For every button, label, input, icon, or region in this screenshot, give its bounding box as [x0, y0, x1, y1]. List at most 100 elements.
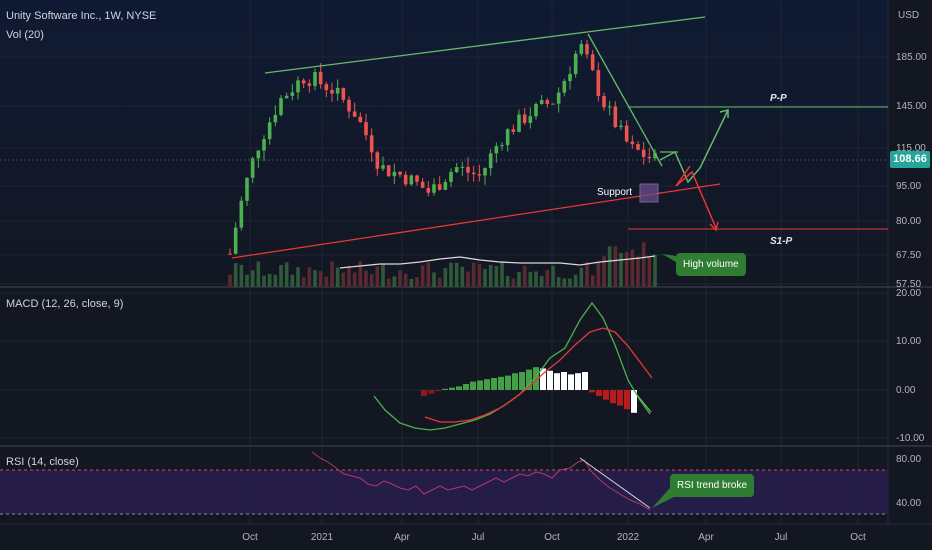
- macd-hist-bar: [428, 390, 434, 394]
- rsi-trendline: [579, 457, 651, 509]
- candle-body: [556, 92, 561, 104]
- candle-body: [454, 167, 459, 173]
- volume-bar: [228, 274, 232, 287]
- candle-body: [517, 114, 521, 132]
- rsi-trend-callout: RSI trend broke: [670, 474, 755, 497]
- macd-tick: 10.00: [896, 336, 921, 347]
- candle-body: [562, 81, 567, 93]
- rsi-tick: 40.00: [896, 498, 921, 509]
- candle-body: [296, 80, 300, 93]
- time-tick: Apr: [698, 532, 714, 543]
- macd-histogram: [421, 367, 637, 413]
- macd-label: MACD (12, 26, close, 9): [6, 298, 124, 310]
- volume-bar: [585, 261, 589, 287]
- macd-tick: -10.00: [896, 433, 925, 444]
- candle-body: [420, 181, 425, 188]
- candle-body: [398, 171, 402, 175]
- volume-bar: [556, 277, 561, 287]
- bull-projection: [659, 109, 729, 184]
- candle-body: [534, 104, 538, 117]
- price-tick: 95.00: [896, 181, 921, 192]
- volume-bar: [528, 271, 533, 287]
- currency-label[interactable]: USD: [898, 10, 920, 21]
- candle-body: [500, 145, 504, 147]
- macd-hist-bar: [491, 378, 497, 390]
- candle-body: [250, 158, 255, 178]
- candle-body: [364, 122, 368, 136]
- price-tick: 57.50: [896, 279, 921, 290]
- volume-bar: [596, 261, 601, 287]
- candle-body: [307, 83, 312, 86]
- candle-body: [653, 152, 657, 159]
- rsi-band: [0, 470, 888, 514]
- volume-bar: [364, 270, 368, 287]
- bear-arrowhead: [709, 221, 719, 232]
- macd-hist-bar: [547, 370, 553, 390]
- volume-bar: [500, 261, 504, 287]
- support-box: [639, 183, 659, 203]
- candles: [228, 40, 657, 255]
- volume-ma-line: [339, 255, 656, 269]
- time-tick: Oct: [544, 532, 560, 543]
- candle-body: [511, 129, 516, 132]
- macd-hist-bar: [421, 390, 427, 396]
- candle-body: [290, 92, 295, 96]
- candle-body: [483, 168, 487, 176]
- volume-bar: [290, 274, 295, 287]
- volume-bar: [551, 265, 555, 287]
- macd-hist-bar: [498, 376, 504, 390]
- volume-bar: [511, 278, 516, 287]
- volume-bar: [267, 273, 272, 287]
- candle-body: [335, 87, 340, 94]
- volume-bar: [505, 275, 510, 287]
- time-tick: Oct: [242, 532, 258, 543]
- candle-body: [409, 175, 414, 185]
- volume-bar: [313, 270, 317, 287]
- candle-body: [466, 166, 470, 173]
- descending-line: [587, 33, 663, 167]
- volume-bar: [381, 264, 385, 287]
- macd-hist-bar: [575, 373, 581, 390]
- macd-hist-bar: [470, 381, 476, 390]
- lower-trendline: [231, 183, 721, 259]
- volume-bar: [568, 278, 572, 287]
- candle-body: [624, 125, 629, 142]
- candle-body: [590, 54, 595, 71]
- volume-bar: [579, 267, 584, 287]
- volume-bar: [454, 262, 459, 287]
- volume-bar: [432, 272, 436, 287]
- candle-body: [432, 184, 436, 193]
- macd-hist-bar: [449, 387, 455, 390]
- volume-bar: [437, 277, 442, 287]
- bull-arrowhead: [719, 109, 729, 118]
- candle-body: [630, 141, 635, 145]
- macd-hist-bar: [589, 390, 595, 393]
- candle-body: [596, 70, 601, 97]
- volume-bar: [392, 276, 397, 287]
- time-tick: 2021: [311, 532, 334, 543]
- volume-bar: [494, 266, 499, 287]
- volume-bar: [369, 274, 374, 287]
- last-price-badge: 108.66: [890, 151, 930, 168]
- high-volume-callout: High volume: [676, 253, 746, 276]
- time-tick: Apr: [394, 532, 410, 543]
- candle-body: [267, 122, 272, 140]
- volume-bar: [250, 270, 255, 287]
- volume-bar: [426, 262, 431, 287]
- volume-bar: [471, 262, 476, 287]
- volume-bar: [375, 266, 380, 287]
- candle-body: [245, 177, 249, 201]
- volume-bar: [324, 276, 329, 287]
- time-tick: Jul: [775, 532, 788, 543]
- volume-bar: [318, 271, 323, 287]
- time-tick: Oct: [850, 532, 866, 543]
- macd-hist-bar: [477, 380, 483, 390]
- volume-bar: [262, 275, 266, 287]
- volume-bar: [613, 246, 618, 287]
- candle-body: [585, 44, 589, 55]
- macd-line: [373, 301, 651, 431]
- candle-body: [528, 116, 533, 123]
- volume-bar: [483, 269, 487, 287]
- candle-body: [494, 146, 499, 154]
- candle-body: [318, 71, 323, 85]
